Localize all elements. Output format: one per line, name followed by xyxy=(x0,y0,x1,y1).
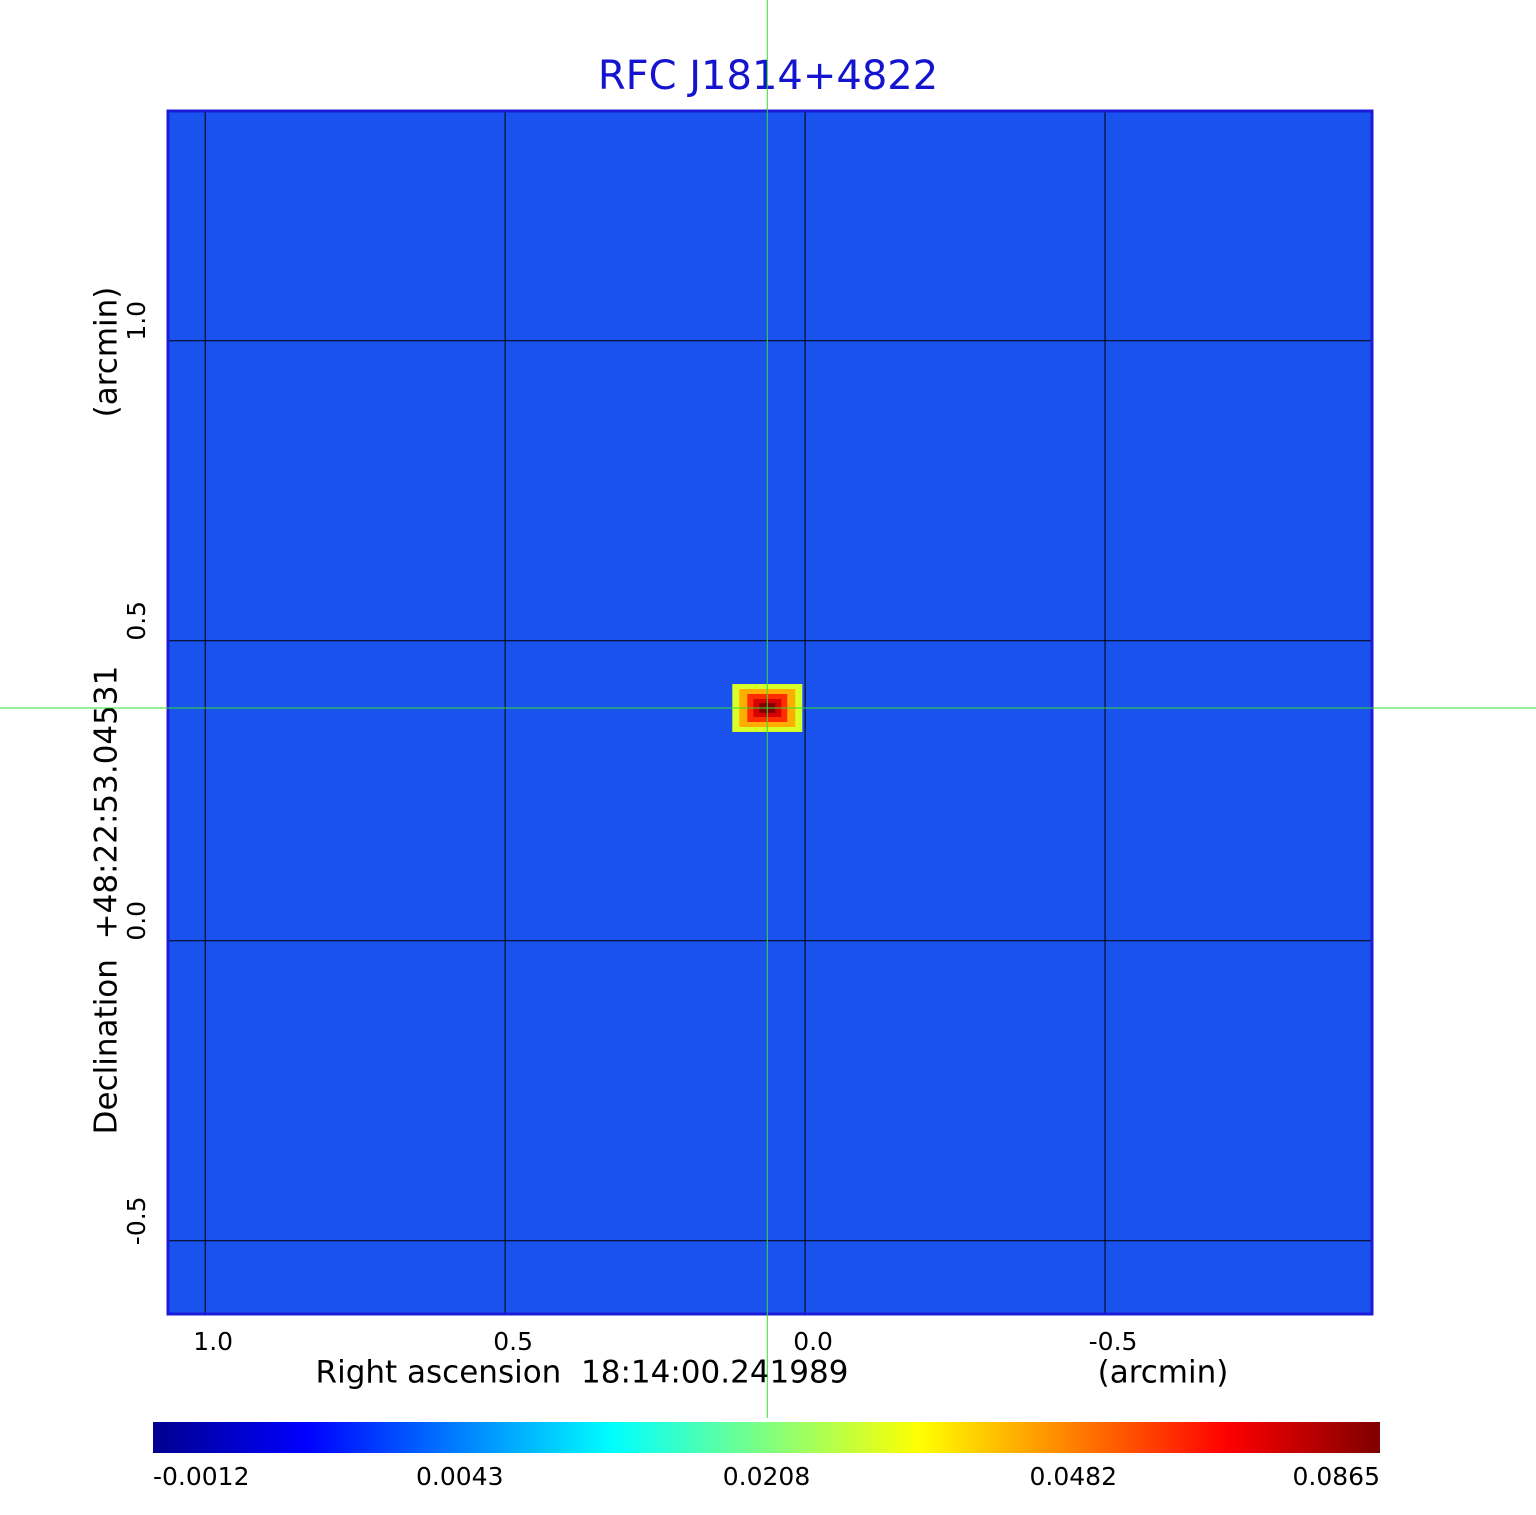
x-tick-label: -0.5 xyxy=(1089,1327,1138,1356)
x-tick-label: 0.0 xyxy=(793,1327,833,1356)
y-axis-label: Declination +48:22:53.04531 xyxy=(89,666,125,1135)
y-tick-label: 0.0 xyxy=(122,901,151,941)
chart-title: RFC J1814+4822 xyxy=(598,53,938,99)
colorbar-tick-label: 0.0043 xyxy=(416,1462,503,1491)
x-axis-unit: (arcmin) xyxy=(1098,1355,1229,1391)
colorbar-tick-label: 0.0865 xyxy=(1293,1462,1380,1491)
colorbar-tick-label: 0.0482 xyxy=(1030,1462,1117,1491)
y-tick-label: 1.0 xyxy=(122,301,151,341)
image-frame xyxy=(166,109,1374,1316)
x-tick-label: 1.0 xyxy=(193,1327,233,1356)
colorbar-tick-label: -0.0012 xyxy=(153,1462,250,1491)
y-axis-unit: (arcmin) xyxy=(89,287,125,418)
x-tick-label: 0.5 xyxy=(493,1327,533,1356)
colorbar-tick-label: 0.0208 xyxy=(723,1462,810,1491)
colorbar xyxy=(153,1422,1380,1453)
x-axis-label: Right ascension 18:14:00.241989 xyxy=(316,1355,849,1391)
y-tick-label: -0.5 xyxy=(122,1196,151,1245)
y-tick-label: 0.5 xyxy=(122,601,151,641)
